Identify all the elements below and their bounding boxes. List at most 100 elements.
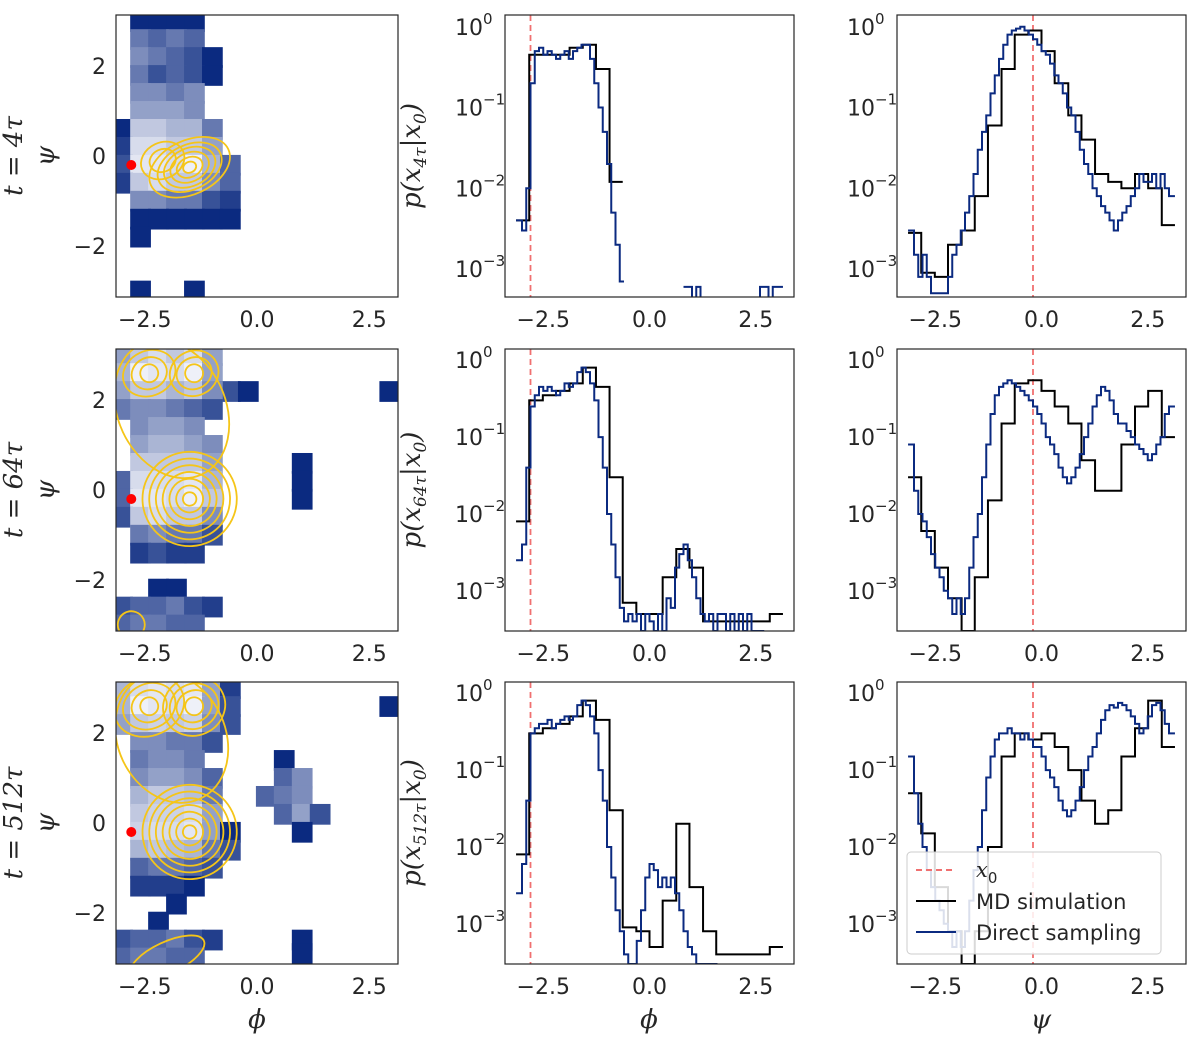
heatmap-cell xyxy=(202,732,223,753)
y-tick-label: 10 xyxy=(847,836,875,861)
panel-4-plot xyxy=(516,349,783,631)
density-contour xyxy=(129,934,206,964)
y-tick-exponent: −2 xyxy=(875,171,897,189)
heatmap-cell xyxy=(202,65,223,86)
heatmap-cell xyxy=(148,768,169,789)
xlabel-col-1: ϕ xyxy=(640,1005,658,1035)
heatmap-cell xyxy=(166,857,187,879)
y-tick-exponent: −2 xyxy=(483,830,505,848)
density-contour xyxy=(161,471,218,527)
density-contour xyxy=(141,783,238,881)
y-tick-label: 10 xyxy=(455,177,483,202)
x-tick-label: 0.0 xyxy=(632,642,667,667)
heatmap-cell xyxy=(309,803,331,825)
heatmap-cell xyxy=(130,83,151,104)
y-tick-label: 10 xyxy=(455,836,483,861)
heatmap-cell xyxy=(148,911,169,933)
y-tick-label: 0 xyxy=(92,145,106,170)
heatmap-cell xyxy=(202,929,223,951)
heatmap-cell xyxy=(202,839,223,861)
heatmap-cell xyxy=(166,542,187,564)
x-tick-label: 0.0 xyxy=(632,308,667,333)
y-tick-exponent: 0 xyxy=(483,343,493,361)
heatmap-cell xyxy=(184,280,205,297)
y-tick-label: 2 xyxy=(92,55,106,80)
y-tick-exponent: −1 xyxy=(875,91,897,109)
heatmap-cell xyxy=(130,506,151,528)
y-tick-exponent: −1 xyxy=(483,420,505,438)
panel-8-frame xyxy=(896,681,1187,965)
heatmap-cell xyxy=(184,118,205,140)
heatmap-cell xyxy=(184,208,205,230)
heatmap-cell xyxy=(130,136,151,158)
heatmap-cell xyxy=(166,929,187,951)
x-tick-label: −2.5 xyxy=(517,642,570,667)
y-tick-label: 10 xyxy=(847,759,875,784)
heatmap-cell xyxy=(273,768,295,789)
svg-text:p(x512τ|x0): p(x512τ|x0) xyxy=(397,759,431,887)
heatmap-cell xyxy=(184,596,205,618)
y-tick-label: 10 xyxy=(455,426,483,451)
heatmap-cell xyxy=(291,821,313,843)
heatmap-cell xyxy=(148,714,169,735)
xlabel-col-0: ϕ xyxy=(248,1005,266,1035)
y-tick-label: 10 xyxy=(847,682,875,707)
heatmap-cell xyxy=(184,506,205,528)
heatmap-cell xyxy=(202,714,223,735)
y-tick-label: 0 xyxy=(92,812,106,837)
heatmap-cell xyxy=(184,381,205,402)
md-simulation-step-line xyxy=(516,366,783,623)
y-tick-exponent: −1 xyxy=(875,420,897,438)
heatmap-cell xyxy=(202,596,223,618)
heatmap-cell xyxy=(184,714,205,735)
heatmap-cell xyxy=(166,875,187,897)
y-tick-exponent: −3 xyxy=(483,907,505,925)
y-tick-exponent: −3 xyxy=(483,574,505,592)
heatmap-cell xyxy=(184,47,205,68)
heatmap-cell xyxy=(130,381,151,402)
heatmap-cell xyxy=(202,136,223,158)
heatmap-cell xyxy=(202,768,223,789)
md-simulation-step-line xyxy=(516,43,623,222)
heatmap-cell xyxy=(130,714,151,735)
row-label-psi-1: ψ xyxy=(31,479,61,500)
legend: x0 MD simulation Direct sampling xyxy=(906,851,1162,955)
heatmap-cell xyxy=(202,47,223,68)
heatmap-cell xyxy=(166,15,187,32)
heatmap-cell xyxy=(184,785,205,807)
y-tick-label: 10 xyxy=(455,759,483,784)
x-tick-label: 0.0 xyxy=(240,308,275,333)
heatmap-cell xyxy=(166,893,187,915)
heatmap-cell xyxy=(273,785,295,807)
panel-1-frame xyxy=(504,14,795,298)
heatmap-cell xyxy=(148,506,169,528)
heatmap-cell xyxy=(130,488,151,510)
y-tick-label: 10 xyxy=(455,913,483,938)
heatmap-cell xyxy=(130,29,151,50)
heatmap-cell xyxy=(184,542,205,564)
heatmap-cell xyxy=(148,947,169,964)
heatmap-cell xyxy=(202,785,223,807)
initial-state-point xyxy=(126,159,137,170)
heatmap-cell xyxy=(130,785,151,807)
panel-2-frame xyxy=(896,14,1187,298)
density-contour xyxy=(139,696,160,717)
heatmap-cell xyxy=(202,803,223,825)
heatmap-cell xyxy=(379,696,398,717)
heatmap-cell xyxy=(130,452,151,474)
density-contour xyxy=(175,484,205,514)
density-contour xyxy=(184,696,205,717)
density-contour xyxy=(141,450,238,548)
heatmap-cell xyxy=(184,857,205,879)
heatmap-cell xyxy=(291,943,313,964)
x-tick-label: 0.0 xyxy=(1024,975,1059,1000)
heatmap-cell xyxy=(184,524,205,546)
density-contour xyxy=(182,160,198,174)
heatmap-cell xyxy=(184,768,205,789)
heatmap-cell xyxy=(116,947,133,964)
density-contour xyxy=(139,363,160,384)
heatmap-cell xyxy=(130,208,151,230)
heatmap-cell xyxy=(184,875,205,897)
heatmap-cell xyxy=(166,417,187,438)
heatmap-cell xyxy=(184,15,205,32)
